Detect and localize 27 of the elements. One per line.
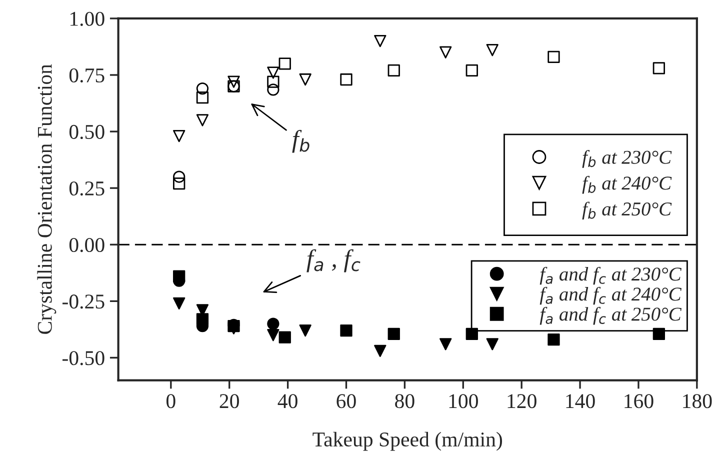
x-tick-label: 20	[220, 394, 239, 408]
x-tick-label: 160	[624, 394, 654, 408]
y-tick-label: 0.25	[69, 181, 104, 196]
legend-label: f$_{b}$ at 240°C	[582, 176, 672, 194]
x-tick-label: 40	[278, 394, 298, 408]
x-tick-label: 100	[449, 394, 478, 408]
y-tick-label: -0.50	[62, 351, 104, 366]
legend-label: f$_{a}$ and f$_{c}$ at 240°C	[540, 286, 682, 305]
x-tick-label: 140	[566, 394, 595, 408]
y-axis-title: Crystalline Orientation Function	[37, 64, 56, 334]
x-tick-label: 60	[336, 394, 356, 408]
x-tick-label: 80	[395, 394, 414, 408]
y-tick-label: 0.00	[69, 238, 104, 252]
annotation: f$_{b}$	[292, 130, 310, 153]
x-tick-label: 180	[683, 394, 712, 408]
x-tick-label: 120	[508, 394, 536, 408]
x-tick-label: 0	[166, 394, 176, 408]
y-tick-label: 0.75	[69, 68, 104, 83]
y-tick-label: -0.25	[62, 294, 104, 309]
y-tick-label: 0.50	[69, 124, 104, 140]
legend-label: f$_{a}$ and f$_{c}$ at 230°C	[540, 266, 682, 285]
annotation: f$_{a}$ , f$_{c}$	[306, 249, 360, 272]
legend-label: f$_{a}$ and f$_{c}$ at 250°C	[540, 306, 682, 325]
legend-label: f$_{b}$ at 230°C	[582, 150, 672, 168]
x-axis-title: Takeup Speed (m/min)	[312, 432, 502, 451]
legend-label: f$_{b}$ at 250°C	[582, 202, 672, 220]
y-tick-label: 1.00	[70, 12, 104, 26]
